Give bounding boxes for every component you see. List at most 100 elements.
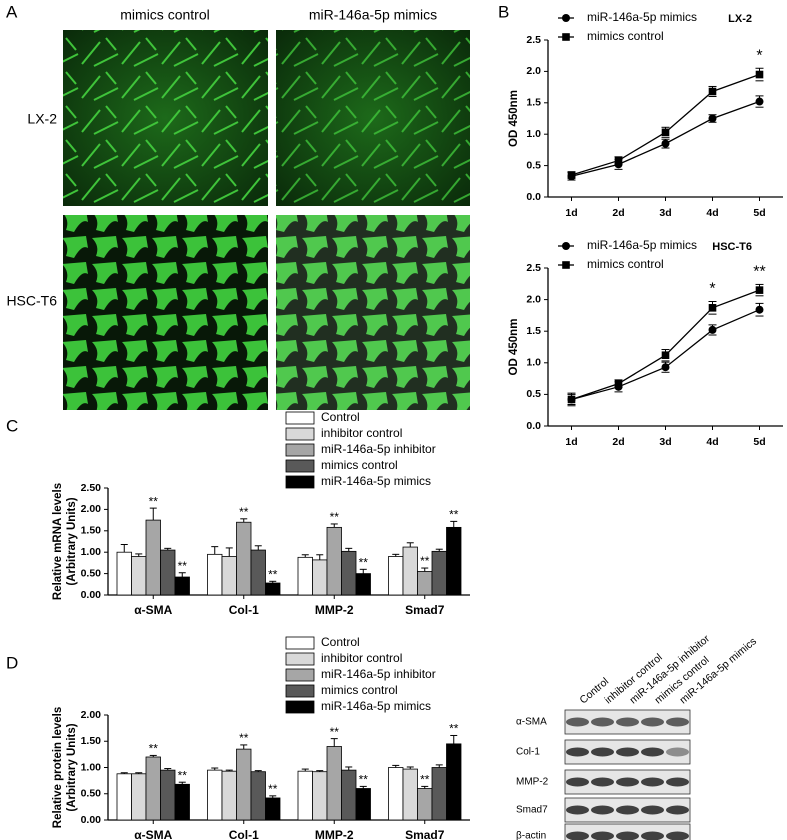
bar <box>160 769 176 821</box>
blot-band <box>591 805 614 815</box>
legend-swatch <box>285 700 315 714</box>
bar <box>326 746 342 821</box>
x-tick-label: α-SMA <box>134 828 172 840</box>
significance: ** <box>149 494 159 508</box>
legend-label: mimics control <box>587 257 664 271</box>
x-tick-label: Col-1 <box>229 828 259 840</box>
series-line <box>571 73 760 176</box>
western-blot: α-SMACol-1MMP-2Smad7β-actinControlinhibi… <box>516 632 759 840</box>
significance: ** <box>149 742 159 756</box>
x-tick-label: 4d <box>706 436 718 448</box>
x-tick-label: 3d <box>659 436 671 448</box>
y-tick-label: 1.5 <box>526 325 541 337</box>
protein-label: Col-1 <box>516 747 540 758</box>
legend-label: miR-146a-5p inhibitor <box>321 667 436 681</box>
bar <box>341 769 357 821</box>
y-tick-label: 0.00 <box>81 589 102 601</box>
y-tick-label: 2.00 <box>81 709 102 721</box>
row-label: HSC-T6 <box>6 293 57 309</box>
y-tick-label: 1.5 <box>526 97 541 109</box>
y-tick-label: 1.0 <box>526 128 541 140</box>
y-tick-label: 0.50 <box>81 567 102 579</box>
bar <box>355 788 371 821</box>
y-tick-label: 2.0 <box>526 293 541 305</box>
protein-label: α-SMA <box>516 717 547 728</box>
bar <box>131 773 147 821</box>
bar <box>265 797 281 821</box>
significance: * <box>756 47 762 64</box>
y-tick-label: 2.00 <box>81 503 102 515</box>
blot-band <box>641 805 664 815</box>
point <box>708 304 717 312</box>
blot-band <box>666 717 689 727</box>
legend-label: miR-146a-5p mimics <box>587 238 697 252</box>
blot-band <box>591 777 614 787</box>
blot-band <box>641 777 664 787</box>
y-axis-label: (Arbitrary Units) <box>66 723 78 811</box>
significance: ** <box>330 510 340 524</box>
point <box>661 363 670 372</box>
x-tick-label: Smad7 <box>405 603 445 617</box>
y-tick-label: 2.5 <box>526 34 541 46</box>
bar <box>402 546 418 596</box>
point <box>755 70 764 79</box>
point <box>614 379 623 388</box>
protein-label: MMP-2 <box>516 777 549 788</box>
bar <box>417 788 433 821</box>
micrograph <box>276 215 470 410</box>
point <box>562 33 570 41</box>
bar <box>116 551 132 596</box>
chart-title: HSC-T6 <box>712 241 752 253</box>
x-tick-label: Smad7 <box>405 828 445 840</box>
legend-swatch <box>285 636 315 650</box>
panel-label: C <box>6 416 18 435</box>
significance: ** <box>359 555 369 569</box>
bar <box>446 526 462 596</box>
legend-label: inhibitor control <box>321 426 402 440</box>
bar <box>388 556 404 596</box>
micrographs <box>63 30 470 410</box>
y-axis-label: (Arbitrary Units) <box>66 497 78 585</box>
bar <box>402 768 418 821</box>
panel-label: A <box>6 2 18 21</box>
x-tick-label: Col-1 <box>229 603 259 617</box>
bar <box>145 519 161 596</box>
panel-label: D <box>6 653 18 672</box>
legend-label: mimics control <box>321 683 398 697</box>
y-tick-label: 0.50 <box>81 788 102 800</box>
point <box>708 325 717 334</box>
blot-band <box>616 805 639 815</box>
y-tick-label: 0.0 <box>526 420 541 432</box>
bar <box>417 571 433 596</box>
point <box>562 261 570 269</box>
point <box>567 171 576 179</box>
bar <box>312 559 328 596</box>
legend-label: Control <box>321 410 360 424</box>
legend-swatch <box>285 427 315 441</box>
significance: ** <box>420 554 430 568</box>
blot-band <box>666 831 689 840</box>
blot-band <box>641 717 664 727</box>
bar <box>388 767 404 821</box>
blot-band <box>666 805 689 815</box>
x-tick-label: 1d <box>565 436 577 448</box>
micrograph <box>63 215 268 410</box>
legend-swatch <box>285 668 315 682</box>
protein-label: Smad7 <box>516 805 548 816</box>
point <box>755 286 764 294</box>
legend-label: miR-146a-5p mimics <box>587 10 697 24</box>
legend-swatch <box>285 411 315 425</box>
point <box>661 139 670 148</box>
x-tick-label: 2d <box>612 207 624 219</box>
blot-band <box>591 717 614 727</box>
blot-band <box>566 805 589 815</box>
y-tick-label: 1.00 <box>81 761 102 773</box>
point <box>567 395 576 404</box>
y-tick-label: 2.5 <box>526 262 541 274</box>
blot-band <box>641 831 664 840</box>
legend-swatch <box>285 652 315 666</box>
y-tick-label: 0.00 <box>81 814 102 826</box>
significance: ** <box>359 773 369 787</box>
blot-band <box>566 747 589 757</box>
legend-label: inhibitor control <box>321 651 402 665</box>
